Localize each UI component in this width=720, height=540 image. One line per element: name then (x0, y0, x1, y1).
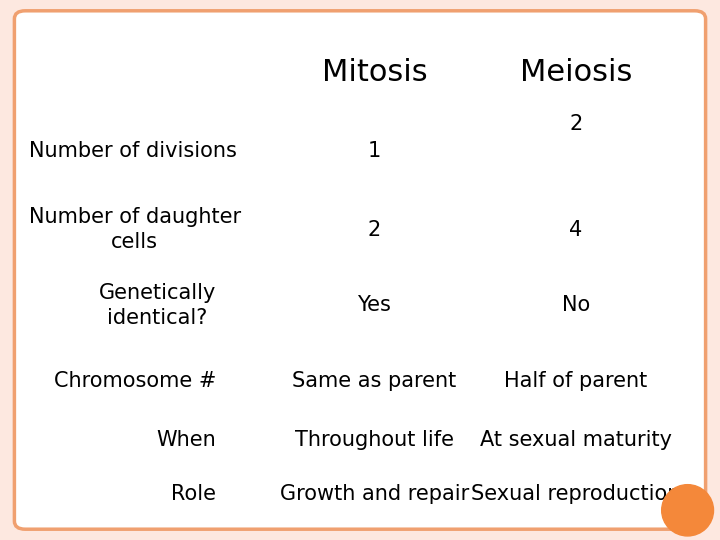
Text: 4: 4 (570, 219, 582, 240)
Text: Genetically
identical?: Genetically identical? (99, 283, 216, 327)
Text: At sexual maturity: At sexual maturity (480, 430, 672, 450)
Text: Chromosome #: Chromosome # (53, 370, 216, 391)
Text: 2: 2 (368, 219, 381, 240)
Text: 2: 2 (570, 114, 582, 134)
Text: Half of parent: Half of parent (505, 370, 647, 391)
Text: No: No (562, 295, 590, 315)
Text: Throughout life: Throughout life (295, 430, 454, 450)
Text: Same as parent: Same as parent (292, 370, 456, 391)
Text: Growth and repair: Growth and repair (280, 484, 469, 504)
Text: Meiosis: Meiosis (520, 58, 632, 87)
Ellipse shape (662, 485, 714, 536)
Text: Yes: Yes (357, 295, 392, 315)
Text: Sexual reproduction: Sexual reproduction (472, 484, 680, 504)
Text: Mitosis: Mitosis (322, 58, 427, 87)
Text: Number of divisions: Number of divisions (29, 141, 237, 161)
Text: Number of daughter
cells: Number of daughter cells (29, 207, 241, 252)
Text: Role: Role (171, 484, 216, 504)
Text: When: When (156, 430, 216, 450)
Text: 1: 1 (368, 141, 381, 161)
